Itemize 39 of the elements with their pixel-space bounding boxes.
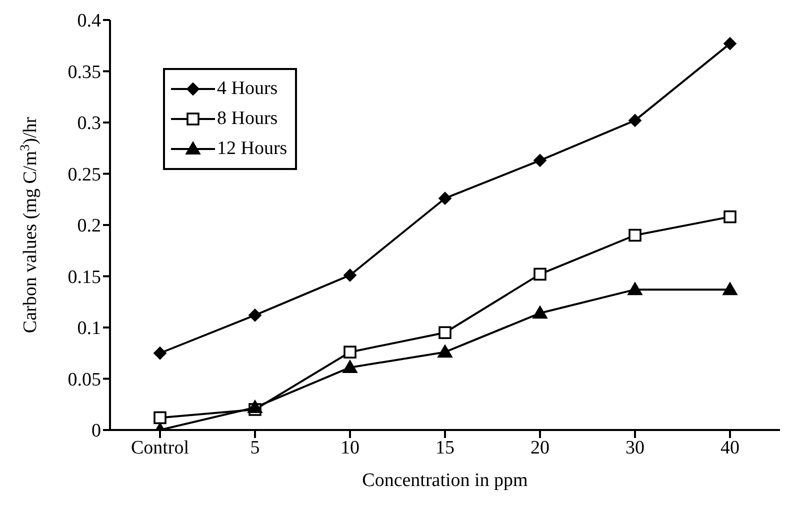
- x-tick-label: 5: [250, 437, 260, 458]
- y-tick-label: 0.2: [77, 216, 101, 237]
- point: [344, 268, 356, 282]
- x-tick-label: Control: [130, 437, 190, 458]
- legend-label: 4 Hours: [217, 78, 278, 100]
- y-tick-label: 0.05: [68, 369, 101, 390]
- legend-label: 12 Hours: [217, 138, 288, 160]
- point: [154, 346, 166, 360]
- point: [342, 360, 358, 373]
- y-tick-label: 0.3: [77, 113, 101, 134]
- point: [534, 268, 546, 281]
- x-tick-label: 10: [340, 437, 360, 458]
- point: [628, 282, 642, 296]
- point: [154, 411, 166, 424]
- y-tick-label: 0: [92, 420, 101, 442]
- point: [438, 192, 452, 205]
- point: [532, 306, 548, 319]
- y-tick-label: 0.4: [77, 10, 102, 32]
- x-tick-label: 15: [436, 437, 454, 458]
- y-tick-label: 0.15: [68, 266, 101, 288]
- point: [722, 282, 738, 296]
- point: [344, 346, 356, 358]
- point: [248, 400, 262, 413]
- x-tick-label: 30: [626, 437, 644, 458]
- x-tick-label: 20: [530, 437, 550, 458]
- x-axis-title: Concentration in ppm: [362, 470, 528, 491]
- legend-label: 8 Hours: [217, 108, 278, 130]
- point: [438, 344, 452, 358]
- y-tick-label: 0.1: [77, 318, 101, 340]
- point: [724, 37, 736, 50]
- y-tick-label: 0.25: [68, 164, 101, 186]
- x-tick-label: 40: [720, 437, 740, 458]
- point: [534, 154, 546, 167]
- point: [248, 308, 262, 322]
- y-tick-label: 0.35: [68, 62, 101, 83]
- point: [628, 228, 642, 242]
- point: [724, 210, 736, 224]
- point: [438, 326, 452, 340]
- point: [628, 114, 642, 127]
